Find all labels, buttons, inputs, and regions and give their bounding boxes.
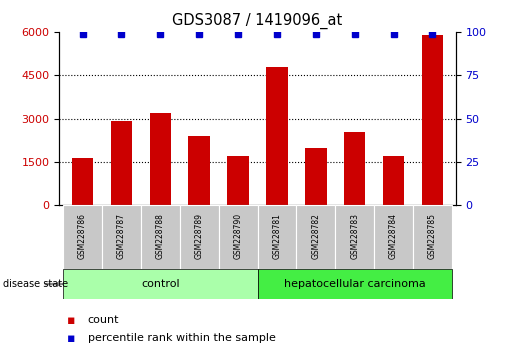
Bar <box>219 205 258 269</box>
Text: hepatocellular carcinoma: hepatocellular carcinoma <box>284 279 425 289</box>
Text: GSM228785: GSM228785 <box>428 213 437 259</box>
Bar <box>102 205 141 269</box>
Text: GDS3087 / 1419096_at: GDS3087 / 1419096_at <box>173 12 342 29</box>
Bar <box>188 136 210 205</box>
Bar <box>63 269 258 299</box>
Text: GSM228784: GSM228784 <box>389 213 398 259</box>
Text: percentile rank within the sample: percentile rank within the sample <box>88 333 276 343</box>
Bar <box>111 121 132 205</box>
Bar <box>266 67 288 205</box>
Text: GSM228789: GSM228789 <box>195 213 204 259</box>
Text: control: control <box>141 279 180 289</box>
Text: GSM228782: GSM228782 <box>311 213 320 259</box>
Text: GSM228787: GSM228787 <box>117 213 126 259</box>
Bar <box>296 205 335 269</box>
Bar <box>150 113 171 205</box>
Bar <box>422 35 443 205</box>
Bar <box>180 205 219 269</box>
Text: ▪: ▪ <box>67 332 76 344</box>
Bar <box>258 269 452 299</box>
Bar <box>335 205 374 269</box>
Text: count: count <box>88 315 119 325</box>
Text: GSM228783: GSM228783 <box>350 213 359 259</box>
Bar <box>258 205 296 269</box>
Bar <box>344 132 365 205</box>
Text: GSM228786: GSM228786 <box>78 213 87 259</box>
Text: ▪: ▪ <box>67 314 76 327</box>
Text: disease state: disease state <box>3 279 67 289</box>
Bar <box>383 156 404 205</box>
Text: GSM228788: GSM228788 <box>156 213 165 259</box>
Bar <box>413 205 452 269</box>
Bar <box>72 158 93 205</box>
Bar <box>141 205 180 269</box>
Text: GSM228790: GSM228790 <box>234 213 243 259</box>
Bar <box>305 148 327 205</box>
Text: GSM228781: GSM228781 <box>272 213 281 259</box>
Bar <box>227 156 249 205</box>
Bar <box>63 205 102 269</box>
Bar <box>374 205 413 269</box>
